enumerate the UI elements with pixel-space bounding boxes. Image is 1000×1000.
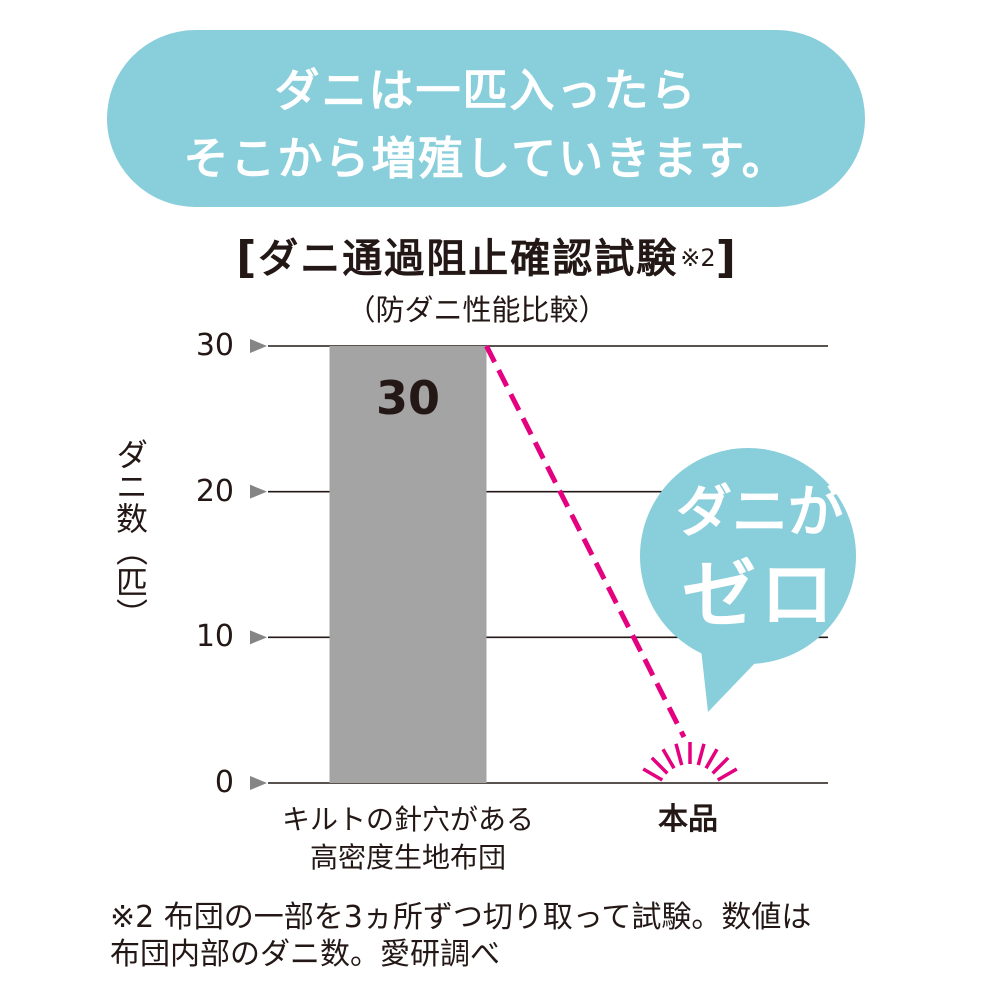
- bar: [329, 346, 487, 783]
- zero-burst-ray: [696, 743, 706, 766]
- zero-burst-ray: [716, 767, 738, 782]
- drop-dashed-line: [484, 344, 687, 739]
- headline-banner: ダニは一匹入ったら そこから増殖していきます。: [107, 30, 865, 207]
- y-tick-label: 10: [195, 619, 234, 655]
- callout-line-2: ゼロ: [682, 552, 838, 638]
- y-tick-label: 30: [195, 328, 234, 363]
- speech-bubble: [640, 448, 856, 712]
- annotation-layer: [484, 344, 738, 782]
- chart-title: [ダニ通過阻止確認試験※2]: [236, 236, 738, 286]
- title-bracket-open: [: [236, 232, 259, 283]
- y-tick-marker: [250, 630, 267, 645]
- title-text: ダニ通過阻止確認試験: [258, 236, 679, 282]
- y-axis-label: ダニ数（匹）: [111, 438, 149, 630]
- title-bracket-close: ]: [715, 232, 738, 283]
- y-tick-marker: [250, 776, 267, 790]
- callout-text: ダニが ゼロ: [650, 480, 870, 638]
- bar-value-label: 30: [375, 371, 440, 425]
- zero-burst-ray: [674, 743, 684, 766]
- y-tick-marker: [250, 484, 267, 499]
- zero-burst-ray: [642, 767, 664, 782]
- bar-layer: [329, 346, 487, 783]
- footnote-line-2: 布団内部のダニ数。愛研調べ: [110, 937, 500, 972]
- x-category-label: キルトの針穴がある 高密度生地布団: [281, 803, 534, 874]
- y-tick-label: 20: [195, 473, 234, 509]
- title-footnote-ref: ※2: [680, 244, 716, 272]
- chart-subtitle: （防ダニ性能比較）: [346, 293, 608, 327]
- zero-burst-ray: [661, 748, 676, 770]
- headline-line-2: そこから増殖していきます。: [183, 131, 789, 185]
- headline-line-1: ダニは一匹入ったら: [274, 63, 698, 117]
- y-tick-marker: [250, 339, 267, 353]
- zero-burst-ray: [650, 756, 669, 775]
- callout-line-1: ダニが: [676, 480, 844, 545]
- speech-bubble-tail: [700, 640, 756, 712]
- footnote-line-1: ※2 布団の一部を3ヵ所ずつ切り取って試験。数値は: [110, 900, 812, 935]
- x-category-label: 本品: [658, 802, 718, 837]
- y-tick-label: 0: [214, 765, 234, 800]
- speech-bubble-circle: [640, 448, 856, 664]
- zero-burst-ray: [711, 756, 730, 775]
- footnote: ※2 布団の一部を3ヵ所ずつ切り取って試験。数値は 布団内部のダニ数。愛研調べ: [110, 899, 811, 973]
- zero-burst-ray: [704, 748, 719, 770]
